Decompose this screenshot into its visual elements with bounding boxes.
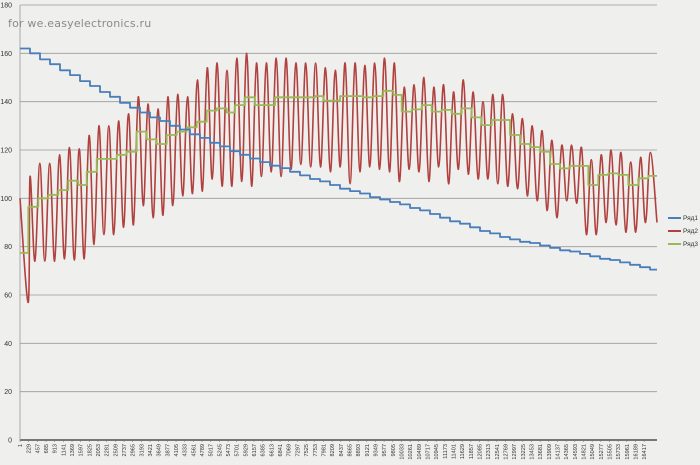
x-tick-label: 5245 — [217, 444, 223, 456]
x-tick-label: 3193 — [139, 444, 145, 456]
x-tick-label: 3877 — [165, 444, 171, 456]
x-tick-label: 4789 — [200, 444, 206, 456]
x-tick-label: 2965 — [131, 444, 137, 456]
x-tick-label: 11857 — [469, 444, 475, 459]
series-line-3 — [20, 89, 657, 254]
x-tick-label: 1141 — [61, 444, 67, 456]
x-tick-label: 9577 — [382, 444, 388, 456]
x-tick-label: 685 — [44, 444, 50, 453]
watermark: for we.easyelectronics.ru — [8, 17, 152, 30]
series-line-2 — [19, 52, 658, 304]
x-tick-label: 3649 — [157, 444, 163, 456]
x-tick-label: 12997 — [512, 444, 518, 460]
x-tick-label: 11173 — [443, 444, 449, 459]
x-tick-label: 7525 — [304, 444, 310, 456]
x-tick-label: 7297 — [295, 444, 301, 456]
y-tick-label: 60 — [4, 293, 12, 300]
legend-label: Ряд3 — [683, 241, 698, 248]
y-tick-label: 0 — [8, 438, 12, 445]
x-tick-label: 8665 — [347, 444, 353, 456]
x-tick-label: 13453 — [529, 444, 535, 460]
y-tick-label: 140 — [0, 99, 12, 106]
y-tick-label: 180 — [0, 3, 12, 10]
x-tick-label: 2737 — [122, 444, 128, 456]
x-tick-label: 229 — [27, 444, 33, 453]
x-tick-label: 6841 — [278, 444, 284, 456]
x-tick-label: 14593 — [573, 444, 579, 460]
x-tick-label: 8893 — [356, 444, 362, 456]
x-tick-label: 8209 — [330, 444, 336, 456]
x-tick-label: 16417 — [642, 444, 648, 460]
x-tick-label: 4105 — [174, 444, 180, 456]
x-tick-label: 4333 — [183, 444, 189, 456]
y-tick-label: 80 — [4, 244, 12, 251]
x-tick-label: 15733 — [616, 444, 622, 460]
x-tick-label: 457 — [35, 444, 41, 453]
x-tick-label: 10489 — [417, 444, 423, 460]
y-tick-label: 120 — [0, 148, 12, 155]
x-tick-label: 5701 — [235, 444, 241, 456]
x-tick-label: 2281 — [105, 444, 111, 456]
x-tick-label: 9805 — [391, 444, 397, 456]
x-tick-label: 9121 — [365, 444, 371, 456]
x-tick-label: 12769 — [503, 444, 509, 460]
x-tick-label: 12313 — [486, 444, 492, 460]
x-tick-label: 15505 — [608, 444, 614, 460]
x-tick-label: 1 — [18, 444, 24, 447]
x-tick-label: 12541 — [495, 444, 501, 460]
x-tick-label: 1597 — [79, 444, 85, 456]
x-tick-label: 10033 — [399, 444, 405, 460]
x-tick-label: 5017 — [209, 444, 215, 456]
x-tick-label: 14137 — [555, 444, 561, 460]
x-tick-label: 1369 — [70, 444, 76, 456]
x-tick-label: 9349 — [373, 444, 379, 456]
x-tick-label: 6157 — [252, 444, 258, 456]
y-tick-label: 20 — [4, 389, 12, 396]
x-tick-label: 5929 — [243, 444, 249, 456]
x-tick-label: 5473 — [226, 444, 232, 456]
x-tick-label: 15961 — [625, 444, 631, 460]
x-tick-label: 15277 — [599, 444, 605, 460]
x-tick-label: 8437 — [339, 444, 345, 456]
x-tick-label: 913 — [53, 444, 59, 453]
x-tick-label: 15049 — [590, 444, 596, 460]
x-tick-label: 6385 — [261, 444, 267, 456]
series-line-1 — [20, 47, 657, 271]
x-tick-label: 7753 — [313, 444, 319, 456]
x-tick-label: 16189 — [634, 444, 640, 460]
y-tick-label: 40 — [4, 341, 12, 348]
x-tick-label: 6613 — [269, 444, 275, 456]
x-tick-label: 14365 — [564, 444, 570, 460]
x-tick-label: 1825 — [87, 444, 93, 456]
x-tick-label: 13681 — [538, 444, 544, 460]
x-tick-label: 2509 — [113, 444, 119, 456]
legend-label: Ряд1 — [683, 215, 698, 222]
y-tick-label: 100 — [0, 196, 12, 203]
x-tick-label: 10717 — [425, 444, 431, 460]
x-tick-label: 10261 — [408, 444, 414, 460]
x-tick-label: 10945 — [434, 444, 440, 460]
legend-label: Ряд2 — [683, 228, 698, 235]
x-tick-label: 13225 — [521, 444, 527, 460]
x-tick-label: 14821 — [582, 444, 588, 460]
x-tick-label: 7981 — [321, 444, 327, 456]
x-tick-label: 7069 — [287, 444, 293, 456]
x-tick-label: 4561 — [191, 444, 197, 456]
x-tick-label: 13909 — [547, 444, 553, 460]
x-tick-label: 12085 — [477, 444, 483, 460]
y-tick-label: 160 — [0, 51, 12, 58]
x-tick-label: 3421 — [148, 444, 154, 456]
x-tick-label: 11401 — [451, 444, 457, 459]
x-tick-label: 2053 — [96, 444, 102, 456]
x-tick-label: 11629 — [460, 444, 466, 459]
